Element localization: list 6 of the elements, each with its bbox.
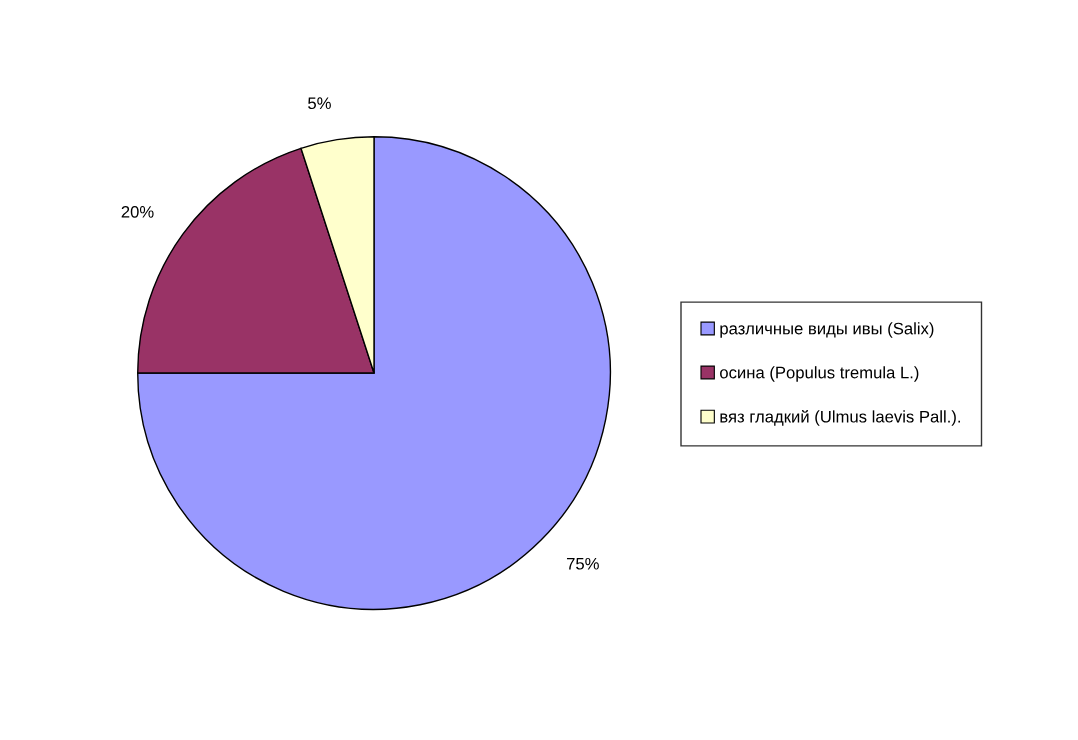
data-label: 20% <box>121 205 154 218</box>
legend-label: вяз гладкий (Ulmus laevis Pall.). <box>720 410 960 426</box>
legend-label: осина (Populus tremula L.) <box>720 366 919 382</box>
data-label: 5% <box>308 97 331 110</box>
data-label: 75% <box>566 557 599 570</box>
legend-label: различные виды ивы (Salix) <box>720 322 934 338</box>
